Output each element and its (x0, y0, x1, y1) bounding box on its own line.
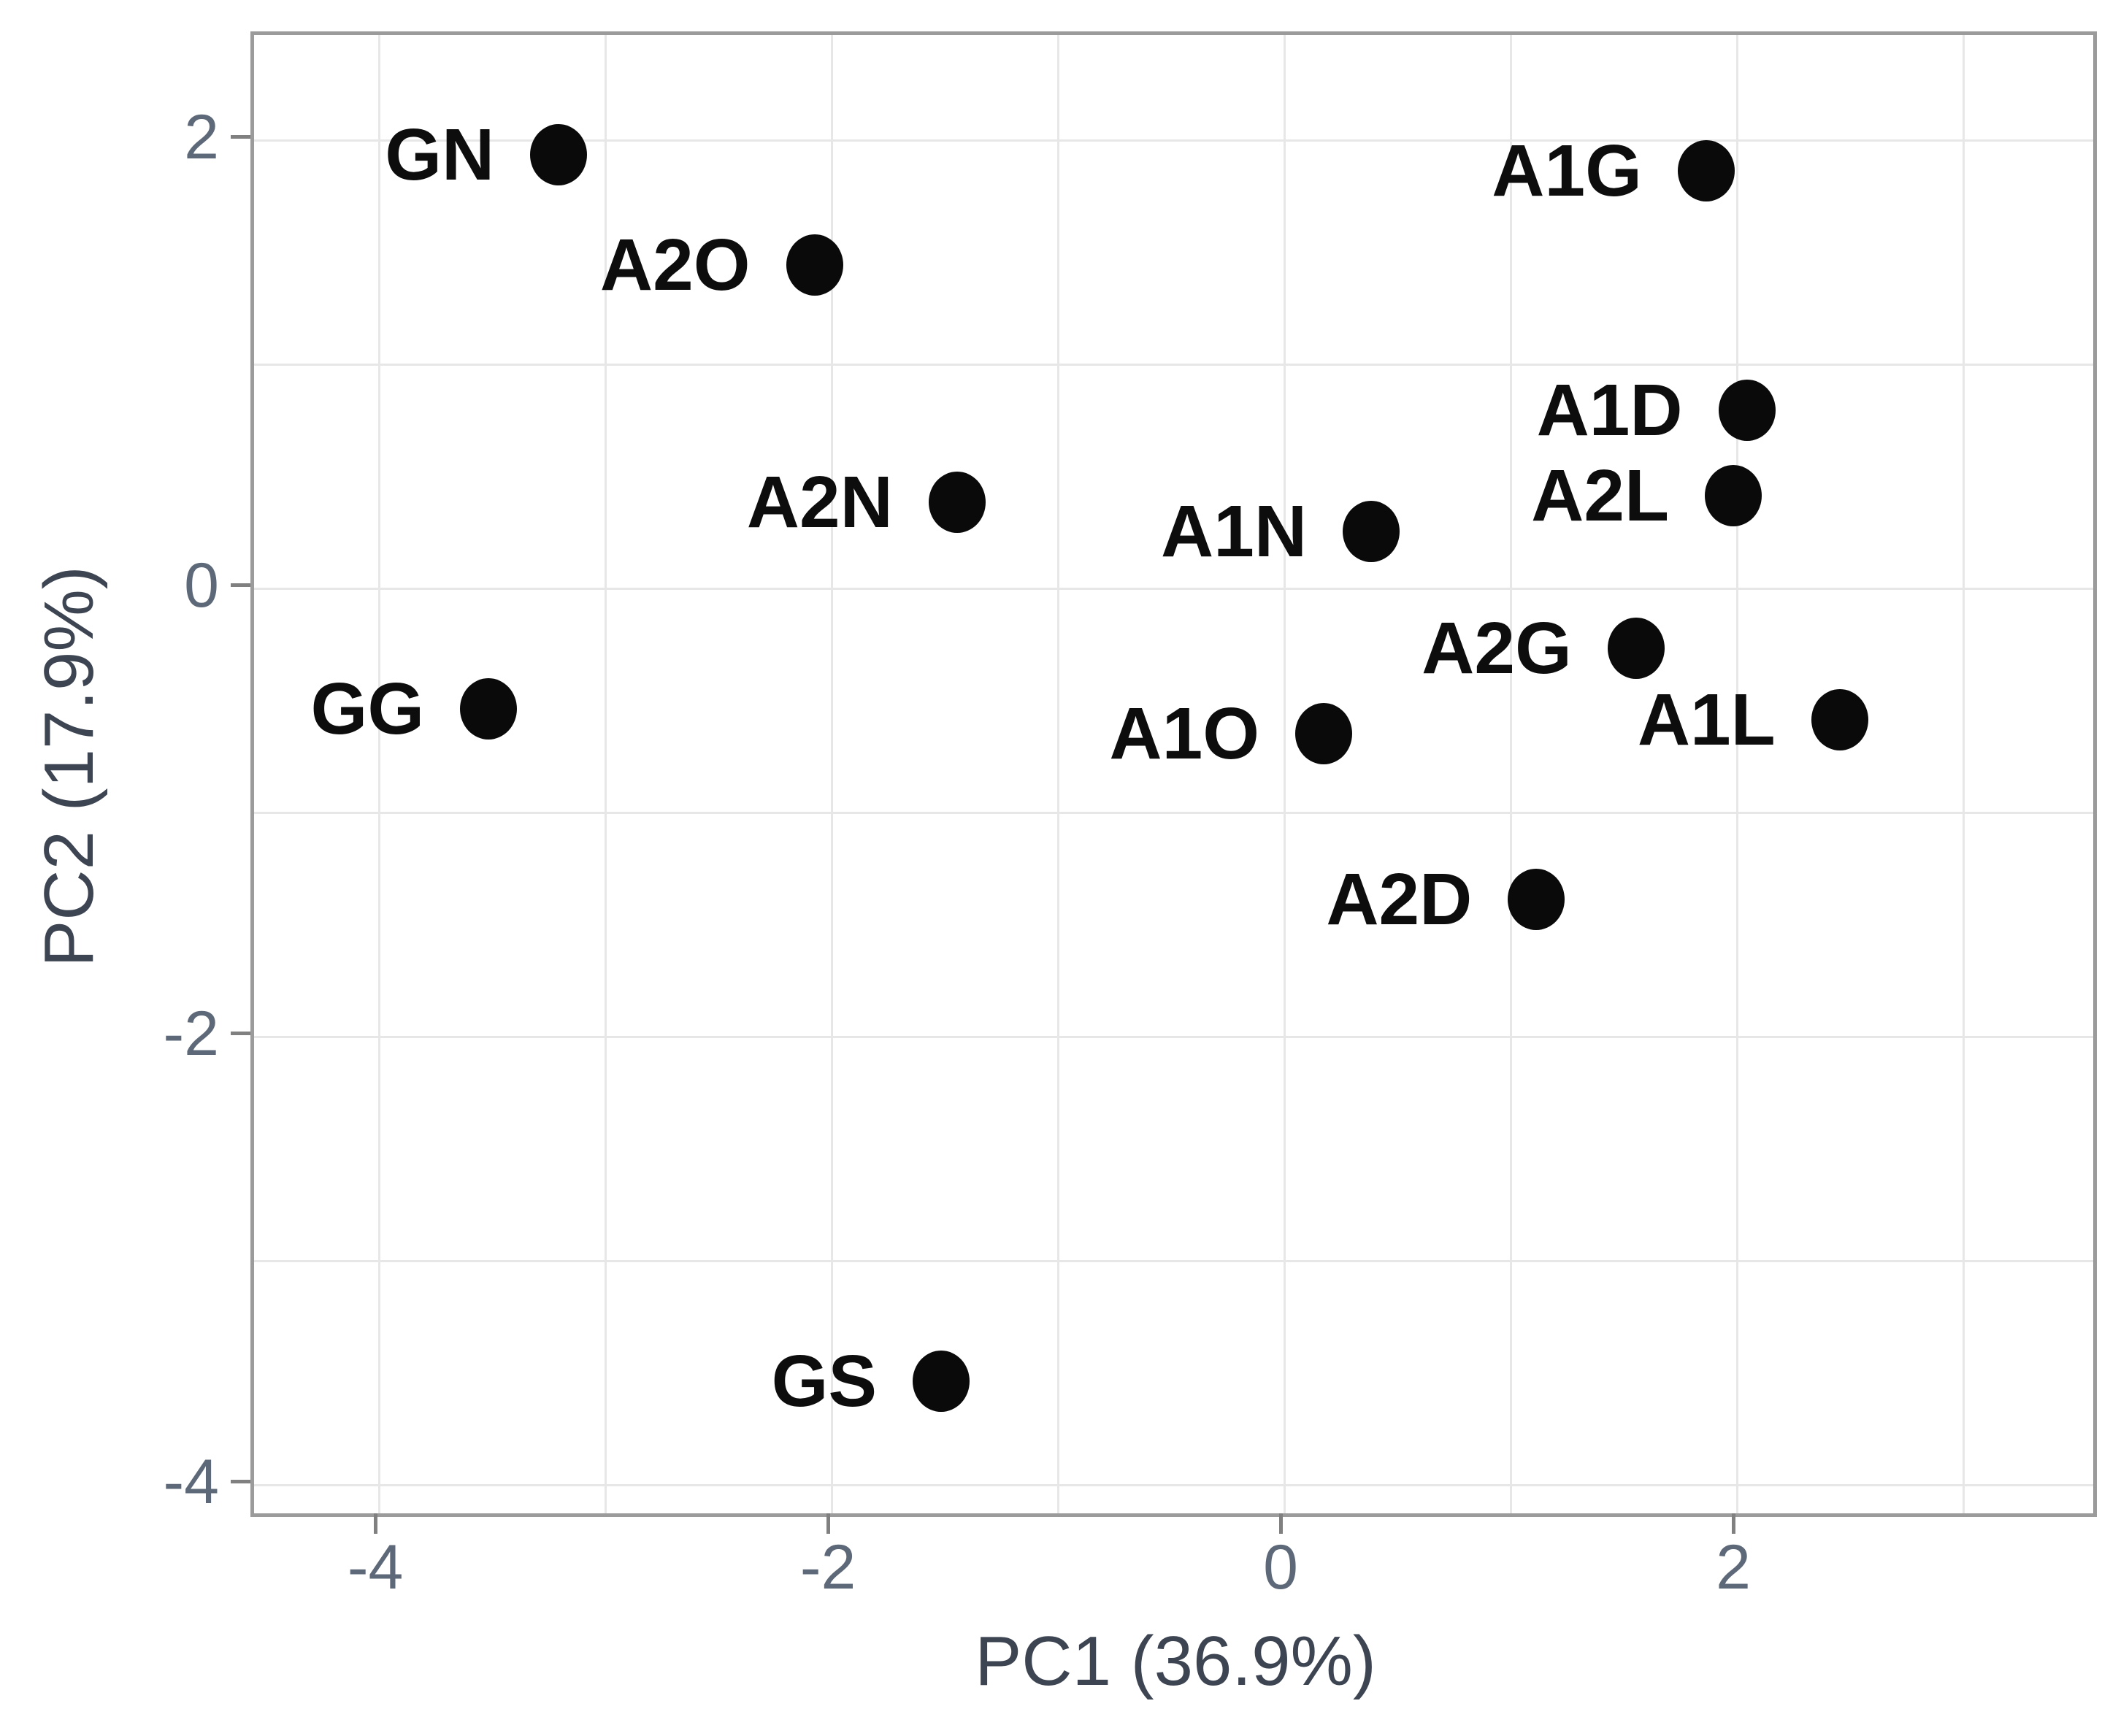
gridline-vertical (1735, 35, 1738, 1513)
y-axis-tick-mark (231, 583, 250, 588)
x-axis-tick-label: 2 (1716, 1532, 1751, 1602)
data-point-dot (1607, 617, 1665, 679)
data-point-dot (1294, 702, 1352, 764)
data-point-dot (530, 124, 588, 186)
data-point-dot (786, 234, 843, 296)
data-point-dot (1705, 465, 1762, 527)
gridline-vertical (1056, 35, 1059, 1513)
data-point-label: A2G (1422, 607, 1572, 689)
x-axis-tick-label: -4 (347, 1532, 404, 1602)
y-axis-tick-mark (231, 135, 250, 139)
gridline-vertical (830, 35, 833, 1513)
x-axis-tick-label: -2 (799, 1532, 856, 1602)
data-point-label: A2L (1531, 455, 1670, 537)
data-point-dot (913, 1350, 970, 1412)
x-axis-tick-mark (1278, 1513, 1283, 1534)
data-point-label: GS (771, 1340, 878, 1422)
y-axis-tick-label: -4 (163, 1446, 219, 1517)
gridline-horizontal (254, 588, 2093, 591)
y-axis-tick-mark (231, 1032, 250, 1036)
gridline-vertical (1283, 35, 1286, 1513)
y-axis-tick-label: 0 (184, 550, 219, 621)
gridline-horizontal (254, 139, 2093, 142)
data-point-dot (460, 677, 518, 740)
data-point-label: A1G (1492, 129, 1642, 212)
data-point-label: A1D (1536, 369, 1683, 452)
data-point-dot (1677, 139, 1735, 201)
y-axis-title: PC2 (17.9%) (30, 566, 108, 967)
data-point-label: A2O (599, 223, 751, 306)
gridline-horizontal (254, 812, 2093, 815)
x-axis-tick-mark (1731, 1513, 1735, 1534)
y-axis-tick-label: -2 (163, 998, 219, 1069)
data-point-dot (1343, 501, 1400, 563)
gridline-vertical (1509, 35, 1512, 1513)
plot-panel (250, 31, 2097, 1517)
data-point-dot (928, 472, 986, 534)
x-axis-tick-mark (373, 1513, 377, 1534)
y-axis-tick-label: 2 (184, 101, 219, 172)
x-axis-tick-label: 0 (1263, 1532, 1298, 1602)
gridline-horizontal (254, 1260, 2093, 1263)
data-point-dot (1718, 380, 1776, 442)
gridline-vertical (1962, 35, 1965, 1513)
data-point-label: A1O (1109, 692, 1259, 775)
gridline-vertical (377, 35, 380, 1513)
data-point-dot (1508, 868, 1565, 930)
data-point-label: A2N (746, 461, 893, 544)
y-axis-tick-mark (231, 1480, 250, 1484)
gridline-vertical (604, 35, 607, 1513)
data-point-label: GG (310, 667, 425, 750)
x-axis-tick-mark (826, 1513, 830, 1534)
data-point-dot (1811, 689, 1868, 751)
data-point-label: GN (385, 114, 495, 196)
data-point-label: A1N (1161, 491, 1308, 573)
gridline-horizontal (254, 1484, 2093, 1487)
gridline-horizontal (254, 1036, 2093, 1039)
gridline-horizontal (254, 364, 2093, 366)
data-point-label: A1L (1637, 679, 1776, 761)
x-axis-title: PC1 (36.9%) (975, 1622, 1376, 1700)
data-point-label: A2D (1326, 858, 1473, 940)
